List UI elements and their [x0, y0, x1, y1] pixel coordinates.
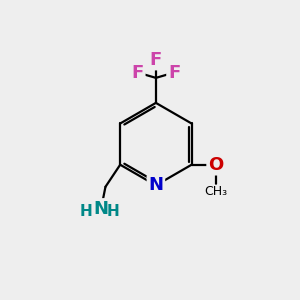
- Text: H: H: [80, 204, 92, 219]
- Text: N: N: [148, 176, 164, 194]
- Text: CH₃: CH₃: [204, 185, 227, 198]
- Text: H: H: [107, 204, 120, 219]
- Text: F: F: [131, 64, 144, 82]
- Text: F: F: [168, 64, 180, 82]
- Text: N: N: [94, 200, 109, 218]
- Text: O: O: [208, 156, 224, 174]
- Text: F: F: [150, 51, 162, 69]
